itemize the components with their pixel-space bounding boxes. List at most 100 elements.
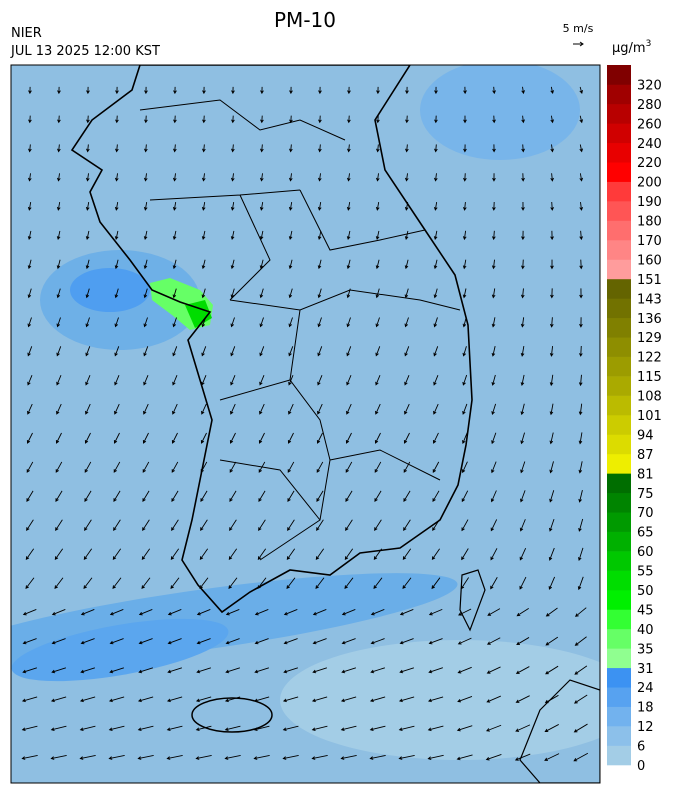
wind-arrow <box>578 461 583 474</box>
colorbar-band <box>607 667 631 688</box>
wind-arrow <box>253 754 270 760</box>
colorbar-band <box>607 240 631 260</box>
wind-arrow <box>288 375 294 386</box>
wind-arrow <box>317 230 322 241</box>
colorbar-label: 12 <box>637 720 654 735</box>
colorbar-band <box>607 278 631 299</box>
colorbar-label: 31 <box>637 662 654 677</box>
wind-arrow <box>201 259 206 270</box>
wind-arrow <box>434 86 438 95</box>
wind-arrow <box>172 375 178 386</box>
wind-arrow <box>519 576 527 590</box>
wind-arrows <box>21 86 589 762</box>
wind-arrow <box>171 490 179 502</box>
wind-arrow <box>461 490 469 503</box>
wind-arrow <box>56 375 62 386</box>
wind-arrow <box>548 576 556 590</box>
wind-arrow <box>199 577 209 590</box>
wind-arrow <box>375 317 380 328</box>
colorbar-band <box>607 609 631 630</box>
wind-arrow <box>316 432 323 444</box>
wind-arrow <box>491 288 496 299</box>
wind-arrow <box>56 202 61 211</box>
wind-arrow <box>84 490 92 502</box>
wind-arrow <box>114 259 119 270</box>
colorbar-label: 260 <box>637 117 662 132</box>
colorbar-band <box>607 337 631 357</box>
wind-arrow <box>573 723 588 733</box>
wind-arrow <box>84 461 92 473</box>
wind-arrow <box>550 288 554 299</box>
wind-arrow <box>461 548 469 561</box>
wind-arrow <box>579 317 583 328</box>
wind-arrow <box>231 115 235 124</box>
wind-arrow <box>369 754 386 760</box>
wind-arrow <box>56 403 62 415</box>
wind-arrow <box>462 403 468 415</box>
colorbar-band <box>607 415 631 435</box>
wind-arrow <box>259 259 264 270</box>
wind-arrow <box>28 115 32 124</box>
wind-arrow <box>578 518 584 532</box>
colorbar-label: 122 <box>637 351 662 366</box>
wind-arrow <box>143 288 148 299</box>
wind-arrow <box>461 461 468 474</box>
wind-arrow <box>80 609 95 616</box>
wind-arrow <box>114 230 119 241</box>
colorbar-band <box>607 201 631 221</box>
wind-arrow <box>27 346 33 357</box>
wind-arrow <box>519 547 527 561</box>
wind-arrow <box>259 230 264 241</box>
wind-arrow <box>376 86 380 95</box>
colorbar-band <box>607 376 631 396</box>
wind-arrow <box>27 230 32 241</box>
wind-arrow <box>171 461 179 473</box>
wind-arrow <box>143 202 148 211</box>
wind-arrow <box>492 86 496 95</box>
wind-arrow <box>431 548 440 561</box>
wind-arrow <box>312 667 328 674</box>
wind-arrow <box>520 288 525 299</box>
wind-arrow <box>172 230 177 241</box>
wind-arrow <box>311 696 328 703</box>
wind-arrow <box>432 432 439 444</box>
wind-arrow <box>230 288 235 299</box>
wind-arrow <box>515 724 531 732</box>
datetime: JUL 13 2025 12:00 KST <box>10 44 160 59</box>
colorbar-band <box>607 492 631 513</box>
wind-arrow <box>346 259 351 270</box>
wind-arrow <box>318 115 322 124</box>
wind-arrow <box>545 607 558 617</box>
wind-arrow <box>490 577 498 590</box>
wind-arrow <box>171 519 179 531</box>
wind-arrow <box>85 230 90 241</box>
wind-arrow <box>85 317 90 328</box>
wind-arrow <box>403 490 411 502</box>
wind-arrow <box>345 461 353 473</box>
colorbar-band <box>607 103 631 124</box>
wind-arrow <box>55 432 62 444</box>
wind-arrow <box>550 201 554 211</box>
wind-arrow <box>428 667 443 674</box>
wind-arrow <box>427 725 444 732</box>
colorbar-label: 18 <box>637 701 654 716</box>
wind-arrow <box>142 490 150 502</box>
wind-arrow <box>373 548 383 561</box>
wind-arrow <box>109 667 125 674</box>
wind-arrow <box>144 115 148 124</box>
wind-arrow <box>171 432 178 444</box>
wind-arrow <box>143 346 149 357</box>
colorbar: 0 6 12 18 24 31 35 40 45 50 55 60 65 70 75 81 87 94 101 108… <box>607 65 662 774</box>
wind-arrow <box>288 173 293 182</box>
wind-arrow <box>167 609 182 616</box>
wind-arrow <box>172 173 177 182</box>
wind-arrow <box>520 346 525 357</box>
colorbar-band <box>607 220 631 241</box>
wind-arrow <box>195 696 212 703</box>
wind-arrow <box>433 317 438 328</box>
colorbar-band <box>607 628 631 649</box>
wind-arrow <box>225 609 240 616</box>
wind-arrow <box>287 461 295 473</box>
wind-arrow <box>579 288 583 299</box>
